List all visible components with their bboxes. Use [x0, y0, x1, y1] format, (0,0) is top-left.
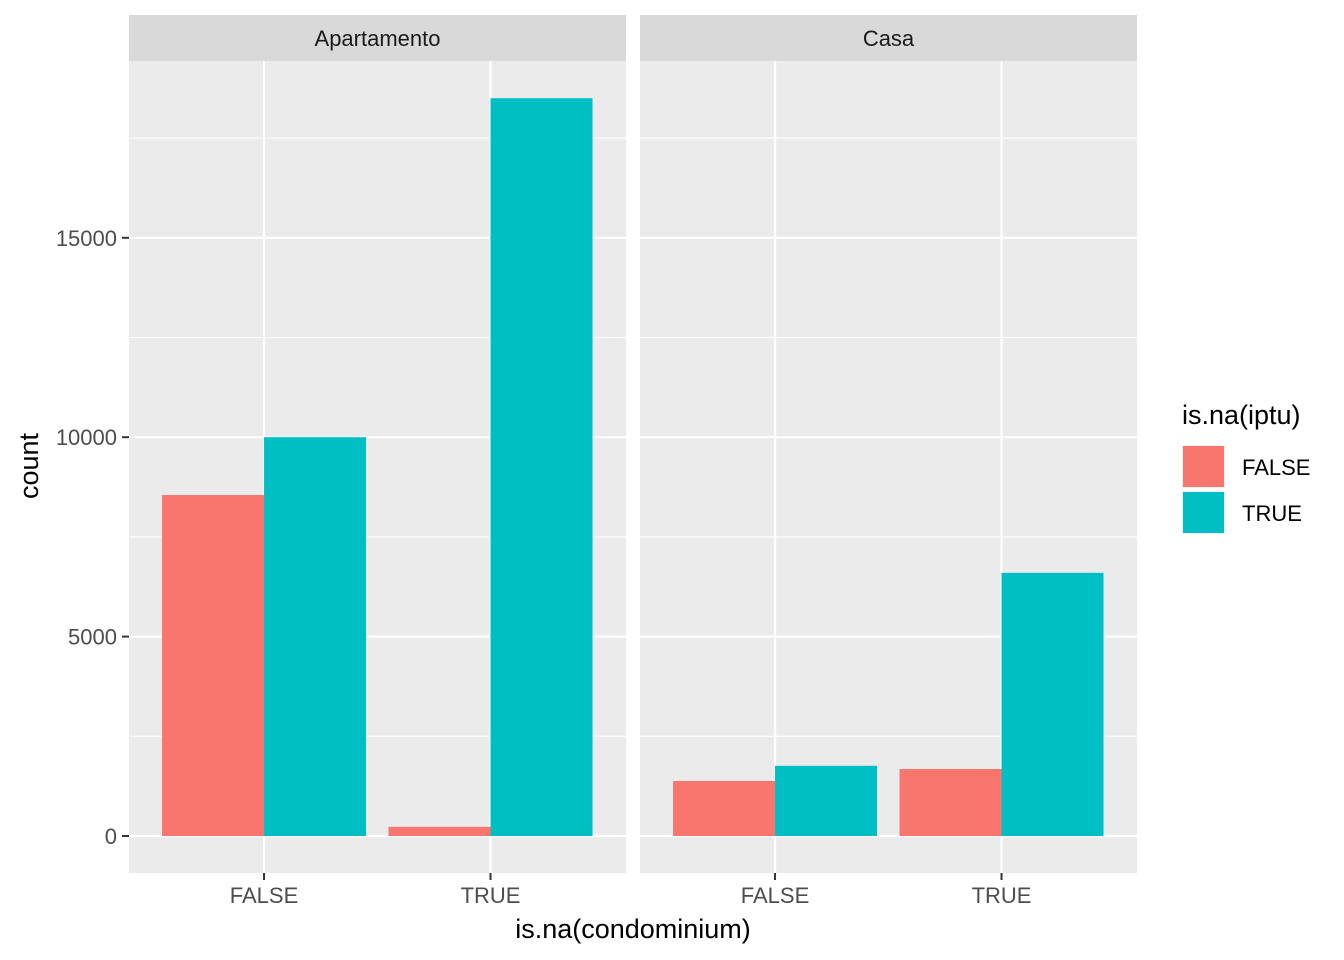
- strip-label-apartamento: Apartamento: [315, 26, 441, 51]
- x-axis: FALSE TRUE FALSE TRUE: [230, 873, 1032, 908]
- x-tick-label-casa-false: FALSE: [741, 883, 809, 908]
- x-tick-label-apartamento-false: FALSE: [230, 883, 298, 908]
- legend: is.na(iptu) FALSE TRUE: [1182, 400, 1310, 534]
- strip-casa: [640, 15, 1137, 61]
- legend-title: is.na(iptu): [1182, 400, 1301, 430]
- bar-apartamento-false-false: [162, 495, 265, 836]
- y-axis-title: count: [14, 432, 44, 499]
- x-axis-title: is.na(condominium): [515, 914, 751, 944]
- legend-swatch-true: [1183, 492, 1224, 533]
- panel-casa: Casa: [640, 15, 1137, 873]
- y-tick-label-10000: 10000: [56, 425, 117, 450]
- legend-label-true: TRUE: [1242, 501, 1302, 526]
- bar-apartamento-false-true: [264, 437, 367, 836]
- x-tick-label-apartamento-true: TRUE: [461, 883, 521, 908]
- bar-casa-true-false: [899, 769, 1002, 836]
- bar-apartamento-true-true: [490, 98, 593, 837]
- bar-casa-false-false: [673, 780, 776, 836]
- legend-label-false: FALSE: [1242, 455, 1310, 480]
- strip-apartamento: [129, 15, 626, 61]
- panel-apartamento: Apartamento: [129, 15, 626, 873]
- strip-label-casa: Casa: [863, 26, 915, 51]
- chart-panels: Apartamento Casa: [129, 15, 1137, 873]
- bar-casa-false-true: [775, 765, 878, 836]
- legend-swatch-false: [1183, 446, 1224, 487]
- y-tick-label-0: 0: [105, 824, 117, 849]
- y-axis: 0 5000 10000 15000: [56, 226, 129, 849]
- x-tick-label-casa-true: TRUE: [972, 883, 1032, 908]
- y-tick-label-15000: 15000: [56, 226, 117, 251]
- bar-casa-true-true: [1001, 572, 1104, 836]
- bar-apartamento-true-false: [388, 826, 491, 836]
- y-tick-label-5000: 5000: [68, 625, 117, 650]
